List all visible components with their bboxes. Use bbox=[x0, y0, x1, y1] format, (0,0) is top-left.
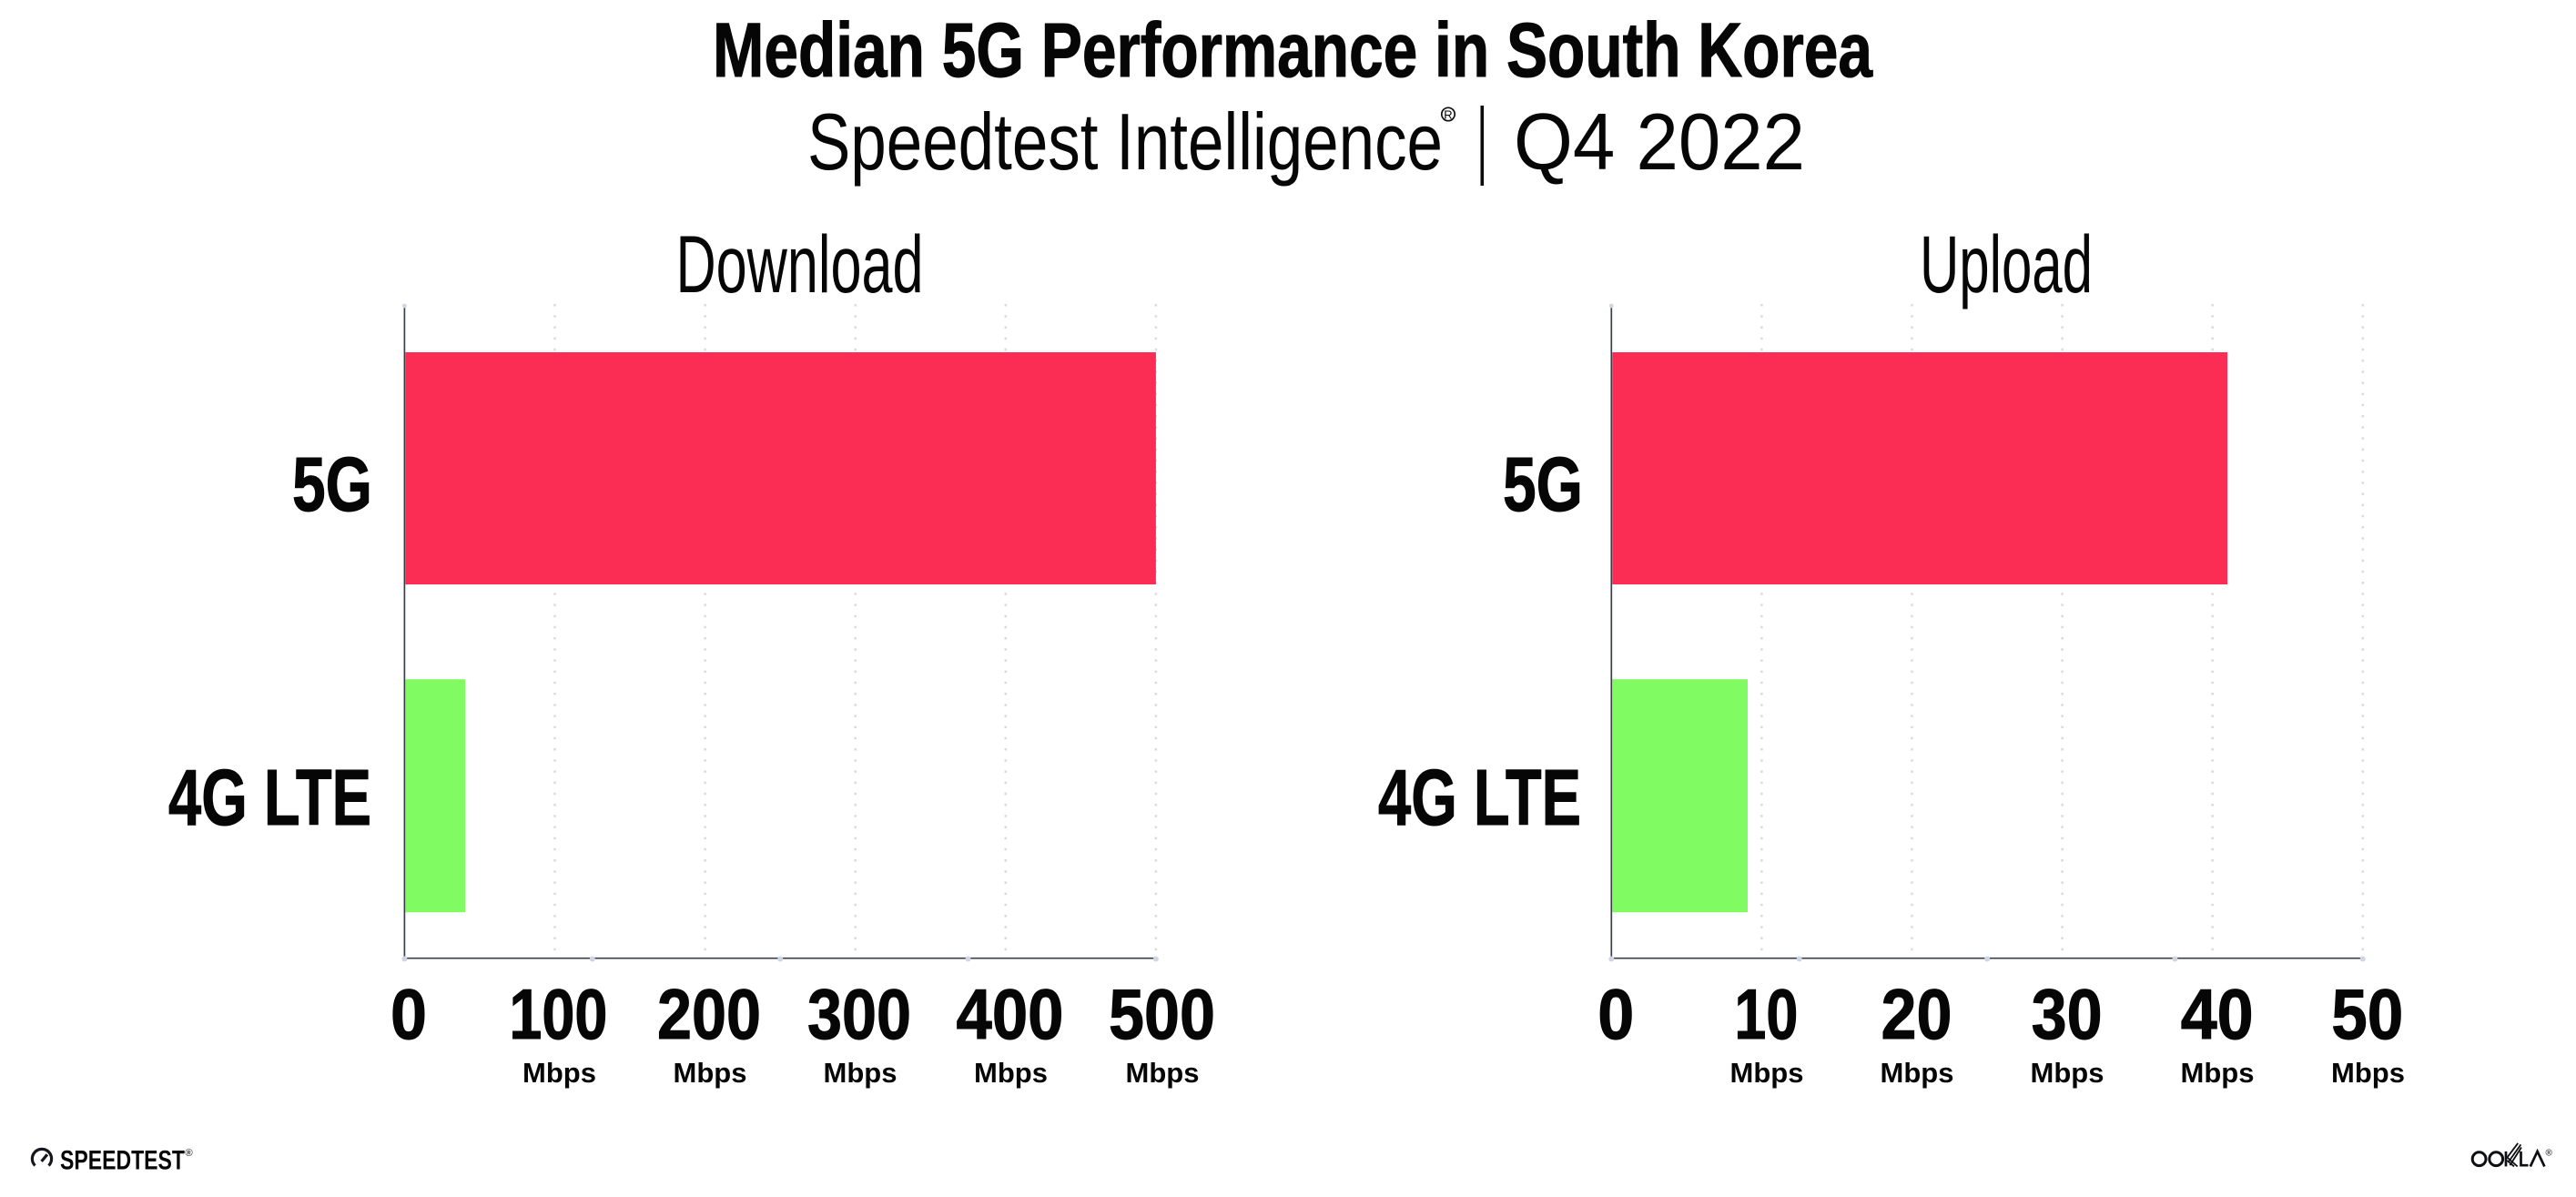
svg-text:40: 40 bbox=[2181, 974, 2254, 1054]
svg-text:30: 30 bbox=[2032, 974, 2103, 1054]
svg-text:4G LTE: 4G LTE bbox=[1378, 754, 1581, 842]
svg-text:300: 300 bbox=[807, 974, 911, 1054]
svg-text:100: 100 bbox=[509, 974, 607, 1054]
svg-text:Mbps: Mbps bbox=[824, 1057, 898, 1089]
svg-text:50: 50 bbox=[2331, 974, 2403, 1054]
svg-text:Mbps: Mbps bbox=[1730, 1057, 1804, 1089]
svg-text:Mbps: Mbps bbox=[522, 1057, 596, 1089]
svg-text:R: R bbox=[1444, 108, 1452, 122]
svg-text:400: 400 bbox=[957, 974, 1064, 1054]
svg-text:Speedtest Intelligence: Speedtest Intelligence bbox=[807, 96, 1443, 187]
svg-text:Mbps: Mbps bbox=[674, 1057, 747, 1089]
svg-text:5G: 5G bbox=[1503, 441, 1583, 527]
svg-text:Mbps: Mbps bbox=[1126, 1057, 1200, 1089]
svg-text:500: 500 bbox=[1109, 974, 1215, 1054]
svg-text:SPEEDTEST: SPEEDTEST bbox=[60, 1146, 185, 1176]
svg-text:Upload: Upload bbox=[1920, 218, 2093, 309]
svg-text:Download: Download bbox=[676, 218, 924, 309]
svg-text:Mbps: Mbps bbox=[2031, 1057, 2104, 1089]
svg-text:10: 10 bbox=[1734, 974, 1798, 1054]
svg-text:5G: 5G bbox=[292, 441, 372, 527]
svg-text:4G LTE: 4G LTE bbox=[168, 754, 371, 842]
svg-text:0: 0 bbox=[1597, 974, 1634, 1054]
svg-text:Mbps: Mbps bbox=[2331, 1057, 2405, 1089]
svg-text:Median 5G Performance in South: Median 5G Performance in South Korea bbox=[713, 7, 1873, 93]
svg-text:Q4 2022: Q4 2022 bbox=[1514, 96, 1805, 187]
svg-text:Mbps: Mbps bbox=[2181, 1057, 2255, 1089]
svg-text:20: 20 bbox=[1881, 974, 1952, 1054]
svg-text:200: 200 bbox=[657, 974, 761, 1054]
svg-text:®: ® bbox=[2546, 1149, 2553, 1159]
svg-text:0: 0 bbox=[390, 974, 427, 1054]
svg-text:Mbps: Mbps bbox=[1881, 1057, 1954, 1089]
svg-text:Mbps: Mbps bbox=[974, 1057, 1048, 1089]
svg-text:®: ® bbox=[186, 1148, 193, 1159]
